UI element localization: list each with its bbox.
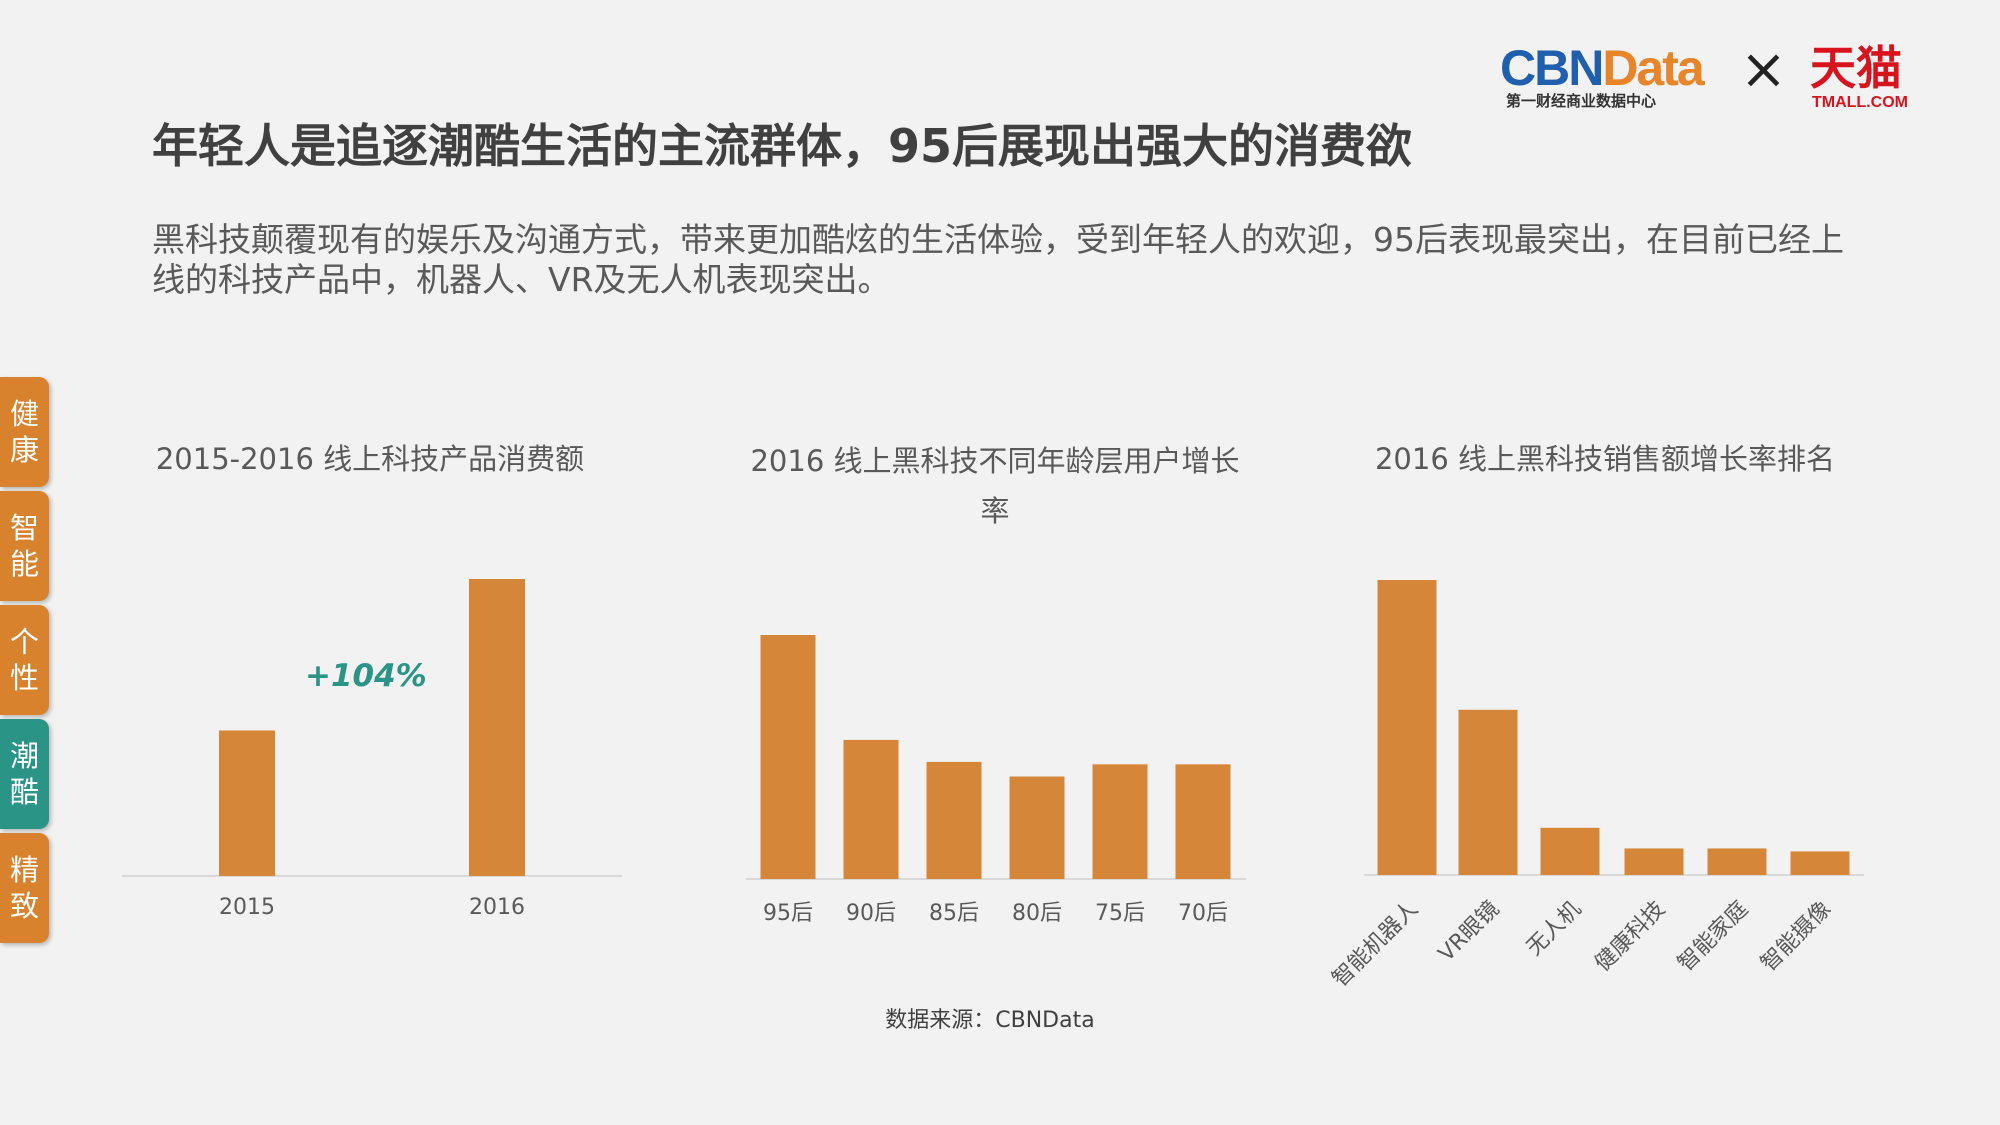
side-tab-health[interactable]: 健 康 [0, 377, 49, 487]
side-tab-label: 个 性 [9, 625, 39, 695]
data-text: Data [1602, 40, 1704, 96]
bar [1092, 764, 1148, 879]
growth-annotation: +104% [305, 658, 427, 694]
x-tick-label: 85后 [929, 901, 979, 926]
x-tick-label: 95后 [763, 901, 813, 926]
x-tick-label: 智能摄像 [1756, 897, 1836, 977]
side-tab-refined[interactable]: 精 致 [0, 833, 49, 943]
bar [760, 635, 816, 879]
chart-1: 2015 2016 [122, 579, 622, 920]
x-tick-label: 健康科技 [1590, 897, 1670, 977]
bar [1377, 580, 1437, 875]
chart-title-consumption: 2015-2016 线上科技产品消费额 [155, 442, 585, 476]
side-tab-label: 潮 酷 [9, 739, 39, 809]
bar [219, 730, 275, 876]
chart-3: 智能机器人 VR眼镜 无人机 健康科技 智能家庭 智能摄像 [1328, 580, 1864, 992]
data-source: 数据来源：CBNData [885, 1008, 1095, 1033]
chart-2: 95后 90后 85后 80后 75后 70后 [746, 635, 1246, 926]
side-tab-label: 健 康 [9, 397, 39, 467]
x-tick-label: 80后 [1012, 901, 1062, 926]
side-tab-label: 智 能 [9, 511, 39, 581]
cbn-text: CBN [1500, 40, 1604, 96]
x-tick-label: 75后 [1095, 901, 1145, 926]
bar [469, 579, 525, 876]
page-description: 黑科技颠覆现有的娱乐及沟通方式，带来更加酷炫的生活体验，受到年轻人的欢迎，95后… [152, 220, 1844, 299]
bar [1175, 764, 1231, 879]
side-tab-smart[interactable]: 智 能 [0, 491, 49, 601]
bar [1790, 851, 1850, 875]
side-tab-trendy[interactable]: 潮 酷 [0, 719, 49, 829]
x-tick-label: VR眼镜 [1434, 897, 1504, 967]
side-tab-personal[interactable]: 个 性 [0, 605, 49, 715]
x-tick-label: 90后 [846, 901, 896, 926]
cbndata-logo: CBNData [1500, 40, 1705, 96]
chart-title-sales-growth: 2016 线上黑科技销售额增长率排名 [1374, 442, 1836, 476]
bar [843, 739, 899, 879]
cbndata-subtitle: 第一财经商业数据中心 [1506, 92, 1657, 110]
x-tick-label: 智能家庭 [1673, 897, 1753, 977]
page-title: 年轻人是追逐潮酷生活的主流群体，95后展现出强大的消费欲 [152, 119, 1413, 173]
bar [1458, 709, 1518, 875]
times-icon: × [1740, 37, 1787, 102]
x-tick-label: 2015 [219, 895, 275, 920]
tmall-logo: 天猫 [1810, 41, 1902, 95]
bar [1540, 827, 1600, 875]
bar [1009, 776, 1065, 879]
x-tick-label: 70后 [1178, 901, 1228, 926]
chart-title-age-growth: 2016 线上黑科技不同年龄层用户增长率 [750, 444, 1240, 528]
x-tick-label: 无人机 [1522, 897, 1586, 961]
x-tick-label: 智能机器人 [1328, 897, 1423, 992]
bar [1707, 848, 1767, 875]
brand-logos: CBNData 第一财经商业数据中心 × 天猫 TMALL.COM [1500, 40, 1920, 120]
bar [1624, 848, 1684, 875]
tmall-subtitle: TMALL.COM [1812, 94, 1908, 111]
x-tick-label: 2016 [469, 895, 525, 920]
bar [926, 761, 982, 879]
side-tab-label: 精 致 [9, 853, 39, 923]
